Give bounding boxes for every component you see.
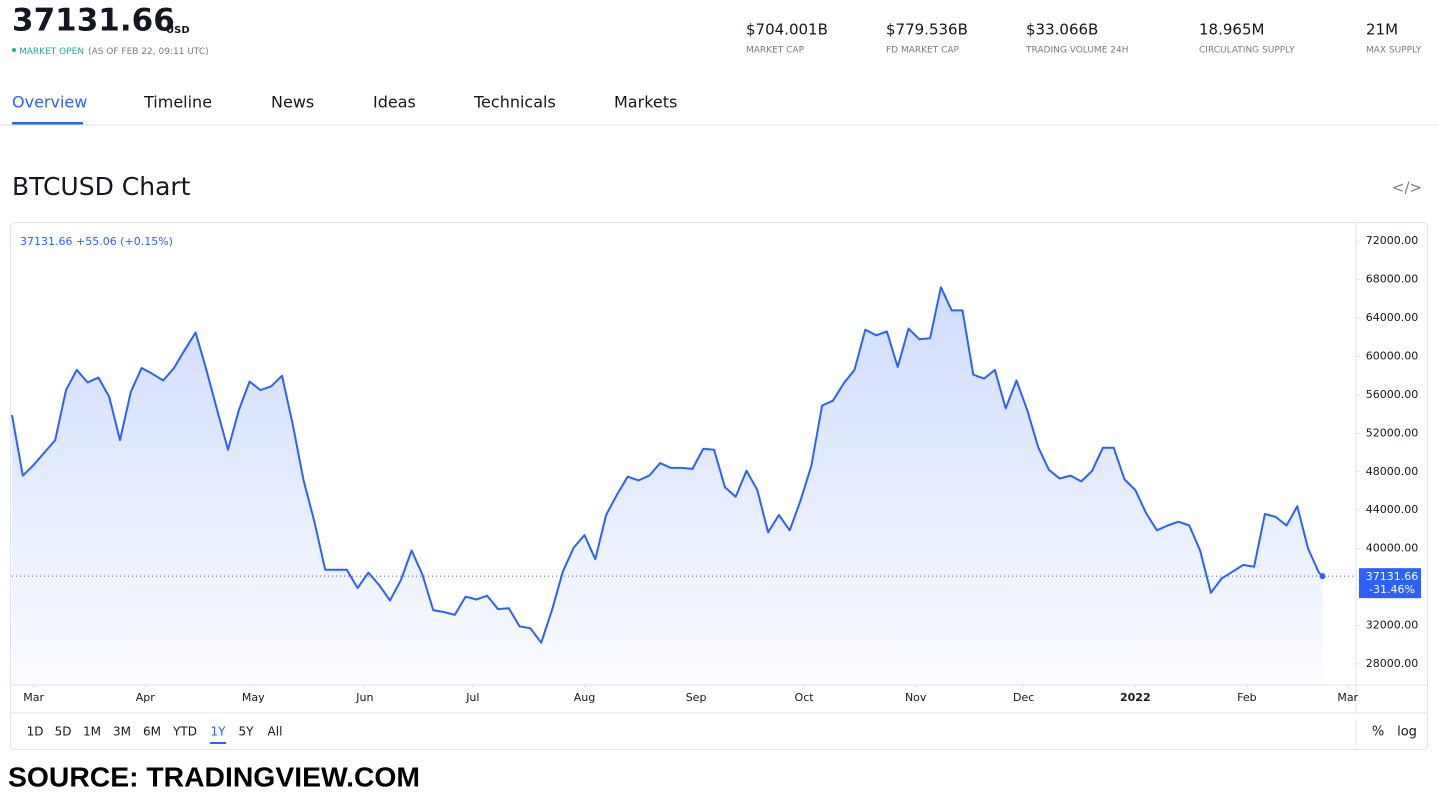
tab[interactable]: Timeline (143, 93, 212, 112)
stats: $704.001B MARKET CAP $779.536B FD MARKET CA… (746, 21, 1422, 56)
range-button[interactable]: 5Y (239, 725, 255, 739)
range-button[interactable]: 1D (27, 725, 44, 739)
range-button[interactable]: All (268, 725, 283, 739)
x-tick-label: May (242, 691, 265, 704)
section-title: BTCUSD Chart (12, 172, 191, 201)
legend-text: 37131.66 +55.06 (+0.15%) (20, 235, 173, 248)
range-button[interactable]: 1Y (211, 725, 227, 739)
last-point (1319, 573, 1326, 580)
y-tick-label: 60000.00 (1366, 349, 1419, 362)
y-tick-label: 40000.00 (1366, 542, 1419, 555)
y-tick-label: 52000.00 (1366, 426, 1419, 439)
stat-label: CIRCULATING SUPPLY (1199, 46, 1295, 56)
y-tick-label: 44000.00 (1366, 503, 1419, 516)
stat-value: 18.965M (1199, 21, 1264, 39)
last-price-label: 37131.66 (1366, 570, 1419, 583)
last-price-badge (1359, 568, 1421, 599)
x-tick-label: Sep (686, 691, 707, 704)
area (12, 287, 1323, 685)
range-button[interactable]: YTD (172, 725, 197, 739)
stat-label: MAX SUPPLY (1366, 46, 1422, 56)
range-underline (210, 742, 226, 744)
x-tick-label: Jul (465, 691, 479, 704)
x-tick-label: Nov (905, 691, 927, 704)
y-tick-label: 32000.00 (1366, 618, 1419, 631)
range-button[interactable]: 5D (55, 725, 72, 739)
price-line (11, 286, 1324, 644)
range-button[interactable]: 3M (113, 725, 131, 739)
tab-underline (12, 122, 83, 125)
x-tick-label: Jun (355, 691, 373, 704)
y-tick-label: 68000.00 (1366, 273, 1419, 286)
tab[interactable]: Overview (12, 93, 87, 112)
x-tick-label: 2022 (1120, 691, 1151, 704)
stat-label: FD MARKET CAP (886, 46, 960, 56)
embed-icon[interactable]: </> (1392, 179, 1422, 197)
y-tick-label: 72000.00 (1366, 234, 1419, 247)
tab[interactable]: Markets (614, 93, 677, 112)
tab[interactable]: Technicals (473, 93, 556, 112)
stat-label: MARKET CAP (746, 46, 805, 56)
scale-button[interactable]: % (1372, 725, 1384, 740)
plot: 28000.0032000.0036000.0040000.0044000.00… (11, 234, 1421, 704)
status-dot (12, 48, 16, 52)
x-tick-label: Mar (1337, 691, 1358, 704)
tab[interactable]: Ideas (373, 93, 416, 112)
stat-value: $704.001B (746, 21, 828, 39)
stat-value: $33.066B (1026, 21, 1098, 39)
status-line: MARKET OPEN (AS OF FEB 22, 09:11 UTC) (19, 47, 209, 57)
chart-frame (10, 222, 1428, 750)
range-button[interactable]: 6M (143, 725, 161, 739)
x-tick-label: Feb (1237, 691, 1256, 704)
stat-value: 21M (1366, 21, 1398, 39)
toolbar: 1D 5D 1M 3M 6M YTD 1Y 5Y All% log (27, 725, 1417, 744)
stat-label: TRADING VOLUME 24H (1025, 46, 1128, 56)
y-tick-label: 28000.00 (1366, 657, 1419, 670)
as-of: (AS OF FEB 22, 09:11 UTC) (88, 47, 209, 57)
currency: USD (166, 25, 190, 36)
x-tick-label: Mar (23, 691, 44, 704)
source: SOURCE: TRADINGVIEW.COM (8, 761, 420, 792)
x-tick-label: Oct (795, 691, 815, 704)
range-button[interactable]: 1M (83, 725, 101, 739)
y-tick-label: 64000.00 (1366, 311, 1419, 324)
change-label: -31.46% (1369, 583, 1415, 596)
y-tick-label: 48000.00 (1366, 465, 1419, 478)
x-tick-label: Dec (1013, 691, 1034, 704)
tab[interactable]: News (271, 93, 314, 112)
status: MARKET OPEN (19, 47, 84, 57)
price: 37131.66 (12, 3, 175, 39)
stat-value: $779.536B (886, 21, 968, 39)
tabs: Overview Timeline News Ideas Technicals Marke… (12, 93, 677, 112)
x-tick-label: Apr (136, 691, 156, 704)
x-tick-label: Aug (574, 691, 595, 704)
scale-button[interactable]: log (1397, 725, 1417, 740)
y-tick-label: 56000.00 (1366, 388, 1419, 401)
